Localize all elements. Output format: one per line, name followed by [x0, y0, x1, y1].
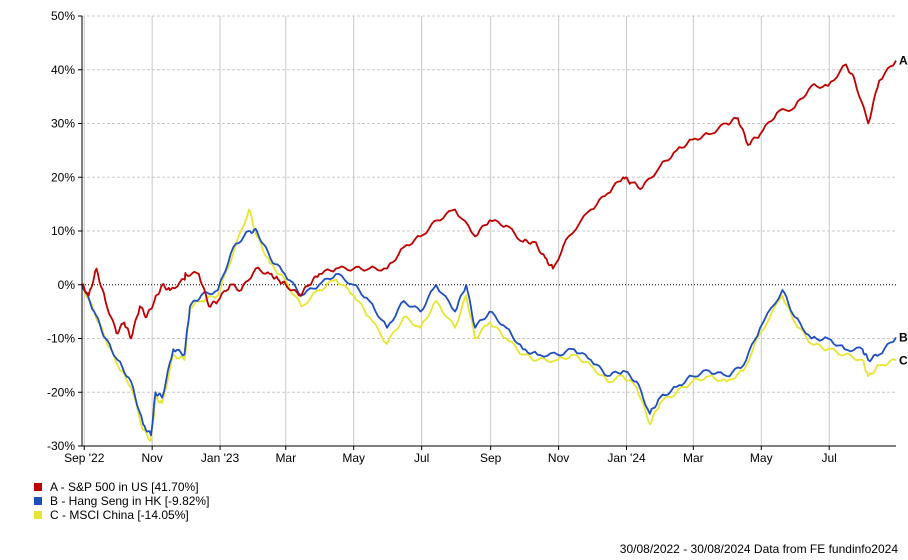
y-tick-labels: 50% 40% 30% 20% 10% 0% -10% -20% -30% [47, 9, 75, 453]
x-tick-label: Jul [414, 451, 429, 465]
legend-swatch-a [34, 483, 42, 491]
y-tick-label: 40% [51, 63, 75, 77]
series-end-labels: CB A [899, 54, 908, 368]
legend-label-a: A - S&P 500 in US [41.70%] [50, 480, 199, 494]
x-tick-label: Jul [822, 451, 837, 465]
x-tick-label: May [342, 451, 365, 465]
legend-label-c: C - MSCI China [-14.05%] [50, 508, 189, 522]
x-tick-label: Jan '23 [201, 451, 240, 465]
legend-label-b: B - Hang Seng in HK [-9.82%] [50, 494, 210, 508]
series-line-b [81, 228, 897, 437]
legend-item-b: B - Hang Seng in HK [-9.82%] [34, 494, 209, 508]
legend-swatch-c [34, 511, 42, 519]
legend-item-a: A - S&P 500 in US [41.70%] [34, 480, 209, 494]
y-tick-label: 0% [58, 278, 76, 292]
series-end-label-c: C [899, 353, 908, 367]
series-lines [81, 60, 897, 442]
x-tick-label: Sep [480, 451, 502, 465]
x-tick-label: Jan '24 [607, 451, 646, 465]
x-tick-label: May [750, 451, 773, 465]
series-end-label-a: A [899, 54, 908, 68]
series-line-c [81, 208, 897, 442]
data-source-footer: 30/08/2022 - 30/08/2024 Data from FE fun… [619, 542, 898, 556]
x-tick-labels: Sep '22 Nov Jan '23 Mar May Jul Sep Nov Jan '24 M… [64, 451, 837, 465]
y-tick-label: -30% [47, 439, 75, 453]
legend-item-c: C - MSCI China [-14.05%] [34, 508, 209, 522]
axes [81, 16, 896, 447]
legend-swatch-b [34, 497, 42, 505]
y-tick-label: -10% [47, 332, 75, 346]
x-tick-label: Nov [141, 451, 162, 465]
y-tick-label: 30% [51, 117, 75, 131]
performance-chart: 50% 40% 30% 20% 10% 0% -10% -20% -30% Sep '22 Nov… [47, 9, 908, 465]
y-tick-label: 10% [51, 224, 75, 238]
x-tick-label: Sep '22 [64, 451, 105, 465]
grid-lines [78, 15, 896, 450]
x-tick-label: Nov [548, 451, 569, 465]
series-line-a [81, 60, 897, 340]
x-tick-label: Mar [275, 451, 296, 465]
y-tick-label: -20% [47, 385, 75, 399]
y-tick-label: 20% [51, 170, 75, 184]
legend: A - S&P 500 in US [41.70%] B - Hang Seng… [34, 480, 209, 522]
series-end-label-b: B [899, 331, 908, 345]
x-tick-label: Mar [683, 451, 704, 465]
y-tick-label: 50% [51, 9, 75, 23]
